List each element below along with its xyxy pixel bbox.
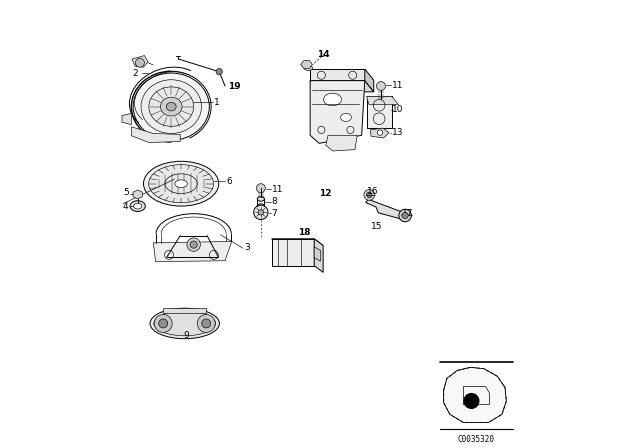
Text: 17: 17 [401, 209, 413, 218]
Circle shape [136, 58, 145, 67]
Ellipse shape [133, 73, 209, 140]
Text: 14: 14 [317, 50, 330, 59]
Polygon shape [310, 69, 365, 81]
Polygon shape [365, 199, 404, 219]
Ellipse shape [149, 87, 194, 126]
Ellipse shape [150, 308, 220, 339]
Text: 10: 10 [392, 105, 403, 114]
Polygon shape [367, 96, 392, 128]
Ellipse shape [143, 161, 219, 206]
Polygon shape [326, 135, 357, 151]
Polygon shape [271, 239, 323, 246]
Text: 6: 6 [226, 177, 232, 186]
Ellipse shape [257, 197, 264, 201]
Polygon shape [271, 239, 314, 266]
Circle shape [463, 393, 479, 409]
Ellipse shape [130, 201, 145, 211]
Circle shape [202, 319, 211, 328]
Polygon shape [370, 128, 389, 138]
Text: 8: 8 [271, 197, 277, 206]
Circle shape [367, 192, 372, 198]
Text: 2: 2 [132, 69, 138, 78]
Polygon shape [365, 69, 374, 92]
Circle shape [378, 130, 383, 135]
Ellipse shape [148, 165, 214, 202]
Polygon shape [122, 113, 131, 125]
Polygon shape [314, 247, 321, 261]
Circle shape [402, 212, 408, 219]
Text: 1: 1 [214, 98, 220, 107]
Ellipse shape [304, 66, 313, 70]
Circle shape [216, 69, 222, 75]
Circle shape [197, 314, 215, 332]
Circle shape [258, 210, 264, 215]
Circle shape [364, 190, 374, 200]
Polygon shape [131, 127, 180, 142]
Text: 11: 11 [392, 81, 403, 90]
Text: 13: 13 [392, 128, 403, 137]
Text: 9: 9 [184, 331, 189, 340]
Ellipse shape [166, 103, 176, 111]
Polygon shape [132, 56, 148, 67]
Circle shape [257, 184, 266, 193]
Polygon shape [310, 81, 365, 143]
Text: 4: 4 [123, 202, 129, 211]
Polygon shape [133, 190, 142, 199]
Polygon shape [163, 308, 206, 313]
Text: 11: 11 [271, 185, 283, 194]
Ellipse shape [324, 93, 342, 106]
Polygon shape [444, 367, 506, 422]
Circle shape [399, 209, 412, 222]
Polygon shape [310, 81, 374, 92]
Text: 3: 3 [244, 243, 250, 252]
Polygon shape [154, 241, 232, 262]
Ellipse shape [134, 203, 141, 209]
Ellipse shape [340, 113, 351, 121]
Circle shape [190, 241, 197, 248]
Text: C0035320: C0035320 [458, 435, 495, 444]
Ellipse shape [154, 311, 216, 336]
Ellipse shape [161, 97, 182, 116]
Text: 19: 19 [228, 82, 241, 90]
Text: 5: 5 [123, 188, 129, 197]
Polygon shape [301, 60, 312, 69]
Text: 18: 18 [298, 228, 310, 237]
Text: 16: 16 [367, 187, 378, 196]
Circle shape [159, 319, 168, 328]
Text: 7: 7 [271, 209, 277, 218]
Text: 12: 12 [319, 190, 332, 198]
Polygon shape [367, 96, 398, 104]
Ellipse shape [141, 80, 202, 134]
Circle shape [253, 205, 268, 220]
Text: 15: 15 [371, 222, 383, 231]
Ellipse shape [175, 180, 188, 187]
Circle shape [187, 238, 200, 251]
Ellipse shape [257, 204, 264, 208]
Circle shape [376, 82, 385, 90]
Polygon shape [314, 239, 323, 272]
Circle shape [154, 314, 172, 332]
